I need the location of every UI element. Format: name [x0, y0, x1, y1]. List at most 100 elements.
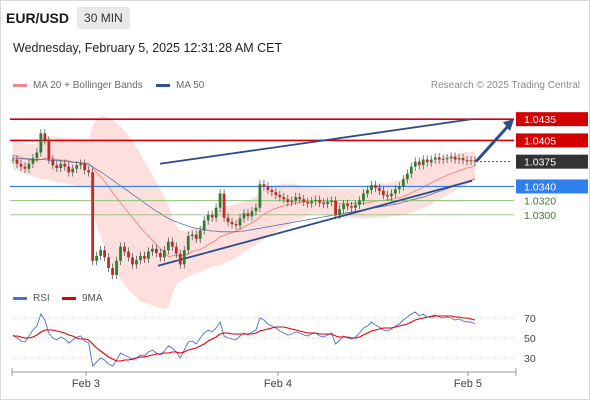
candle-body — [63, 163, 67, 167]
candle-body — [409, 166, 413, 174]
resistance-label-box — [516, 133, 588, 148]
candle-body — [310, 201, 314, 204]
pivot-label-box — [516, 179, 588, 194]
candle-body — [79, 163, 83, 166]
ma50-line — [13, 157, 476, 233]
candle-body — [47, 140, 51, 160]
legend-ma50: MA 50 — [156, 80, 204, 91]
candle-body — [358, 200, 361, 205]
candle-body — [334, 200, 338, 215]
rsi-label: RSI — [33, 293, 50, 304]
research-credit: Research © 2025 Trading Central — [430, 80, 580, 91]
rsi-swatch — [13, 297, 27, 300]
candle-body — [274, 192, 278, 195]
candle-body — [15, 159, 19, 164]
candle-body — [162, 250, 166, 258]
ma50-swatch — [156, 84, 170, 87]
candle-body — [465, 160, 469, 162]
resistance-level-label: 1.0435 — [524, 114, 556, 126]
candle-body — [71, 168, 75, 173]
candle-body — [11, 159, 15, 161]
candle-body — [242, 213, 246, 219]
candle-body — [441, 158, 445, 160]
candle-body — [381, 190, 385, 195]
candle-body — [123, 246, 126, 252]
candle-body — [413, 161, 417, 167]
candle-body — [374, 185, 377, 188]
candle-body — [338, 209, 341, 215]
candle-body — [194, 234, 198, 239]
candle-body — [87, 170, 91, 173]
candle-body — [433, 157, 437, 160]
candle-body — [342, 204, 345, 210]
candle-body — [417, 161, 421, 166]
candle-body — [119, 246, 122, 261]
candle-body — [35, 152, 39, 159]
candle-body — [234, 224, 238, 226]
candle-body — [282, 197, 286, 200]
candle-body — [210, 214, 214, 218]
support-level-label: 1.0320 — [524, 196, 556, 208]
ma20-label: MA 20 + Bollinger Bands — [33, 80, 143, 91]
candle-body — [350, 206, 353, 208]
candle-body — [214, 207, 218, 218]
candle-body — [250, 211, 254, 217]
candle-body — [270, 190, 274, 193]
candle-body — [469, 160, 473, 162]
candle-body — [262, 184, 266, 187]
candle-body — [330, 200, 334, 203]
candle-body — [354, 204, 357, 208]
candle-body — [99, 250, 103, 256]
candle-body — [473, 160, 477, 162]
candle-body — [421, 159, 425, 166]
candle-body — [298, 197, 302, 200]
ma50-label: MA 50 — [176, 80, 205, 91]
x-tick-label: Feb 5 — [454, 378, 482, 390]
candle-body — [425, 159, 429, 163]
candle-body — [186, 236, 190, 251]
candle-body — [238, 218, 242, 226]
candle-body — [437, 157, 441, 160]
candle-body — [174, 246, 178, 254]
rsi-tick-label: 50 — [524, 333, 536, 345]
candle-body — [362, 193, 365, 201]
candle-body — [405, 173, 409, 180]
symbol-label: EUR/USD — [6, 10, 70, 26]
candle-body — [31, 158, 35, 164]
candle-body — [366, 190, 369, 194]
candle-body — [266, 186, 270, 190]
legend-ma20: MA 20 + Bollinger Bands — [13, 80, 143, 91]
rsi-ma-swatch — [62, 297, 76, 300]
candle-body — [401, 179, 405, 187]
candle-body — [258, 184, 262, 208]
candle-body — [19, 163, 23, 167]
candle-body — [246, 213, 250, 217]
x-tick-label: Feb 4 — [264, 378, 292, 390]
candle-body — [111, 267, 114, 275]
candle-body — [107, 257, 110, 268]
candle-body — [230, 221, 234, 224]
candle-body — [318, 199, 322, 203]
resistance-label-box — [516, 112, 588, 127]
candle-body — [190, 234, 194, 237]
candle-body — [154, 248, 158, 254]
candle-body — [385, 194, 389, 197]
candle-body — [103, 250, 107, 258]
candle-body — [226, 217, 230, 222]
ma20-swatch — [13, 84, 27, 87]
rsi-tick-label: 70 — [524, 313, 536, 325]
rsi-tick-label: 30 — [524, 353, 536, 365]
candle-body — [370, 185, 373, 190]
candle-body — [461, 158, 465, 161]
rsi-ma-line — [13, 315, 476, 362]
candle-body — [91, 172, 95, 261]
candle-body — [170, 241, 174, 247]
candle-body — [150, 248, 154, 252]
candle-body — [306, 202, 310, 204]
candle-body — [218, 193, 222, 208]
timeframe-badge[interactable]: 30 MIN — [77, 7, 130, 29]
candle-body — [55, 165, 59, 169]
candle-body — [389, 193, 393, 197]
candle-body — [457, 158, 461, 160]
